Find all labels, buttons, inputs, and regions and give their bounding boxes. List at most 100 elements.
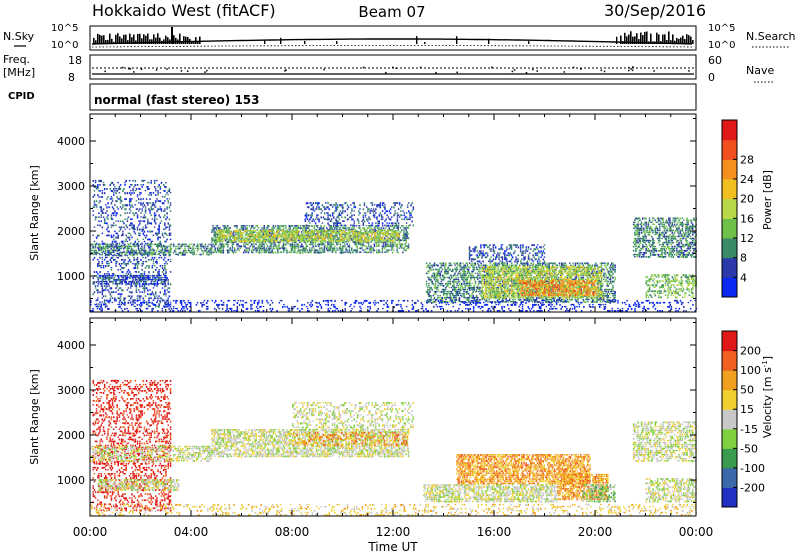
power-cell-r5 xyxy=(354,222,356,223)
power-cell-r6 xyxy=(426,281,428,282)
power-cell-r5 xyxy=(359,208,361,209)
power-cell-r0 xyxy=(140,202,142,204)
power-cell-r0 xyxy=(104,299,106,301)
power-cell-r0 xyxy=(121,208,123,209)
power-cell-r6 xyxy=(505,301,507,303)
power-cell-r3 xyxy=(323,227,325,229)
power-cell-r5 xyxy=(399,202,401,204)
power-cell-r3 xyxy=(294,243,296,245)
power-cell-r0 xyxy=(98,235,100,237)
noise-bar xyxy=(151,39,153,44)
power-cell-r0 xyxy=(151,259,153,261)
power-cell-r0 xyxy=(107,261,109,262)
power-cell-r5 xyxy=(350,212,352,213)
power-cell-r3 xyxy=(394,241,396,243)
power-cell-r0 xyxy=(137,227,139,229)
power-cell-r4 xyxy=(297,232,299,234)
power-cell-r0 xyxy=(153,293,155,295)
power-cell-r0 xyxy=(112,200,114,202)
power-cell-r0 xyxy=(151,222,153,224)
power-cell-r1 xyxy=(96,244,98,246)
power-cell-r6 xyxy=(434,297,436,299)
power-cell-r0 xyxy=(127,255,129,256)
power-cell-r0 xyxy=(122,241,124,243)
power-cell-r0 xyxy=(154,295,156,297)
nave-tick-top: 60 xyxy=(708,54,722,67)
power-cell-r0 xyxy=(130,235,132,236)
power-cell-r3 xyxy=(381,227,383,229)
power-cell-r5 xyxy=(340,210,342,212)
power-cell-r4 xyxy=(324,238,326,240)
power-cell-r0 xyxy=(137,196,139,197)
power-cell-r3 xyxy=(375,229,377,231)
power-cell-r0 xyxy=(166,216,168,218)
power-cell-r0 xyxy=(170,251,172,253)
power-cell-r0 xyxy=(99,200,101,202)
power-cell-r1 xyxy=(112,246,114,248)
power-cell-r3 xyxy=(402,252,404,254)
power-cell-r0 xyxy=(144,285,146,287)
power-cell-r5 xyxy=(363,216,365,218)
power-cell-r4 xyxy=(332,234,334,235)
power-cell-r3 xyxy=(402,243,404,245)
power-cell-r0 xyxy=(123,222,125,224)
power-cell-r1 xyxy=(193,250,195,252)
power-cell-r4 xyxy=(382,238,384,240)
power-cell-r0 xyxy=(149,239,151,241)
power-cell-r4 xyxy=(356,234,358,236)
power-cell-r3 xyxy=(227,243,229,245)
power-cell-r0 xyxy=(156,180,158,181)
power-cell-r5 xyxy=(338,216,340,218)
power-cell-r0 xyxy=(137,239,139,241)
power-cell-r0 xyxy=(156,261,158,263)
power-cell-r0 xyxy=(147,202,149,204)
power-cell-r3 xyxy=(269,249,271,250)
power-cell-r0 xyxy=(112,297,114,299)
power-cell-r3 xyxy=(301,231,303,233)
power-cell-r1 xyxy=(109,250,111,251)
power-cell-r5 xyxy=(354,210,356,212)
power-cell-r5 xyxy=(382,216,384,217)
power-cell-r1 xyxy=(122,252,124,254)
power-cell-r0 xyxy=(103,295,105,297)
power-cell-r6 xyxy=(438,291,440,292)
power-cell-r0 xyxy=(154,180,156,182)
power-cell-r0 xyxy=(151,192,153,193)
power-cell-r0 xyxy=(139,188,141,190)
power-cell-r4 xyxy=(263,238,265,240)
power-cell-r3 xyxy=(257,229,259,230)
power-cell-r3 xyxy=(351,249,353,251)
power-cell-r1 xyxy=(125,254,127,256)
power-cell-r0 xyxy=(153,287,155,288)
power-cell-r0 xyxy=(129,229,131,230)
power-cell-r0 xyxy=(113,273,115,275)
power-cell-r5 xyxy=(343,220,345,222)
power-cell-r3 xyxy=(287,243,289,244)
power-cell-r4 xyxy=(340,234,342,236)
power-cell-r0 xyxy=(119,192,121,193)
power-cell-r4 xyxy=(367,238,369,240)
power-cell-r0 xyxy=(143,206,145,207)
power-cell-r4 xyxy=(384,230,386,232)
power-cell-r3 xyxy=(273,252,275,254)
power-cell-r4 xyxy=(366,236,368,237)
power-cell-r5 xyxy=(384,208,386,210)
power-cell-r3 xyxy=(375,227,377,229)
power-cell-r0 xyxy=(155,206,157,207)
power-cell-r6 xyxy=(475,281,477,283)
power-cell-r3 xyxy=(364,245,366,246)
power-cell-r0 xyxy=(155,194,157,196)
noise-bar xyxy=(101,36,103,44)
freq-speck xyxy=(456,72,458,74)
power-cell-r0 xyxy=(105,212,107,214)
power-cell-r5 xyxy=(311,204,313,206)
power-cell-r0 xyxy=(168,194,170,195)
noise-bar xyxy=(199,37,201,44)
power-cell-r3 xyxy=(383,227,385,229)
power-cell-r3 xyxy=(212,225,214,226)
power-cell-r5 xyxy=(376,216,378,218)
power-cell-r0 xyxy=(163,202,165,204)
power-cell-r3 xyxy=(396,245,398,247)
power-cell-r3 xyxy=(394,227,396,228)
power-cell-r4 xyxy=(223,230,225,232)
